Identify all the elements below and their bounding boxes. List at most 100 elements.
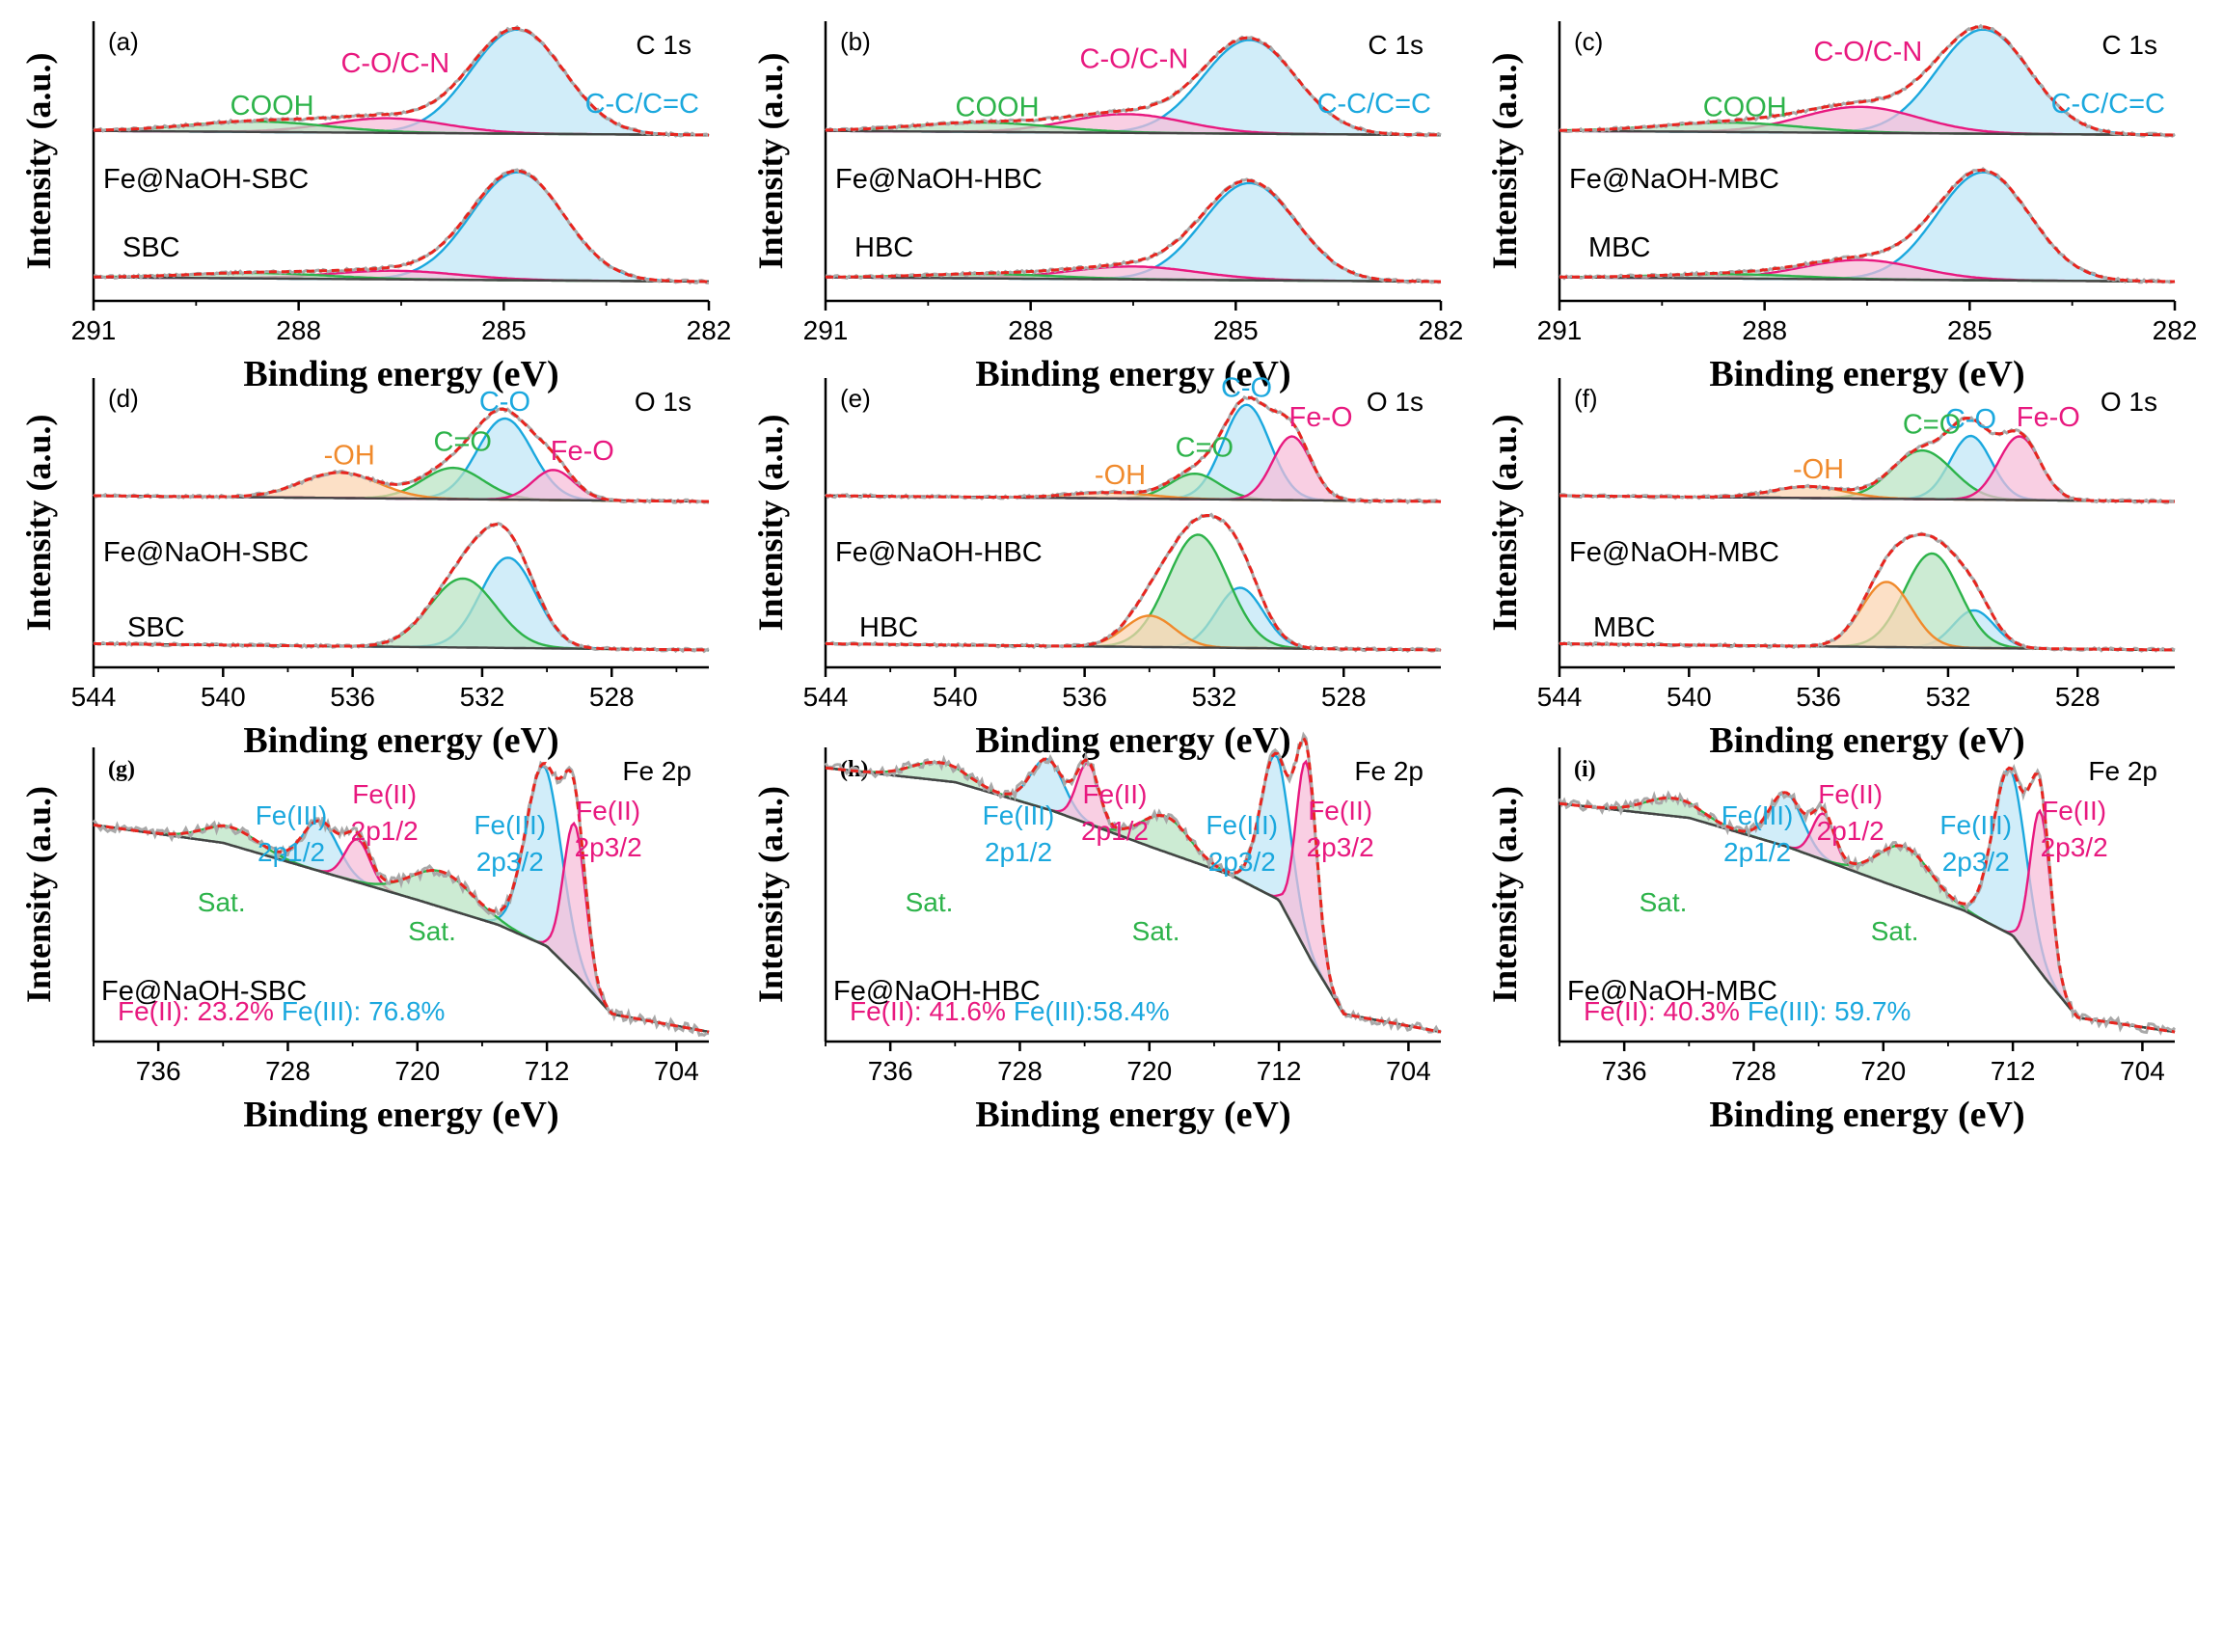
peak-fill-fe-ii-2p3-2 — [826, 761, 1441, 1032]
peak-fill--oh — [826, 492, 1441, 501]
panel-label: (d) — [108, 384, 139, 413]
core-level-label: C 1s — [1368, 30, 1423, 60]
fit-envelope-line — [1559, 532, 2175, 652]
panel-label: (b) — [840, 27, 871, 56]
x-tick-label: 291 — [1537, 315, 1583, 345]
x-tick-label: 285 — [1213, 315, 1259, 345]
peak-annotation: 2p3/2 — [1208, 847, 1276, 877]
peak-annotation: C-C/C=C — [1317, 89, 1431, 120]
background-line — [826, 276, 1441, 284]
y-axis-title: Intensity (a.u.) — [1485, 52, 1524, 269]
peak-annotation: Fe(III) — [474, 810, 546, 840]
sample-label-lower: MBC — [1588, 232, 1650, 263]
fe-ratio-text: Fe(II): 41.6% Fe(III):58.4% — [850, 996, 1170, 1026]
x-tick-label: 536 — [1796, 682, 1841, 712]
sample-label: Fe@NaOH-HBC — [833, 976, 1041, 1007]
peak-fill-fe-o — [1559, 436, 2175, 501]
x-tick-label: 540 — [933, 682, 978, 712]
peak-annotation: Sat. — [408, 916, 456, 946]
peak-annotation: Fe(III) — [1939, 810, 2012, 840]
core-level-label: C 1s — [2101, 30, 2157, 60]
x-tick-label: 291 — [71, 315, 117, 345]
x-tick-label: 720 — [1126, 1056, 1172, 1086]
peak-fill-fe-ii-2p3-2 — [94, 823, 709, 1032]
fit-envelope-line — [1559, 766, 2176, 1034]
peak-fill-c-c-c-c — [94, 29, 709, 136]
y-axis-title: Intensity (a.u.) — [1485, 786, 1524, 1003]
peak-annotation: C-O — [1945, 404, 1996, 435]
fe3-ratio: Fe(III):58.4% — [1014, 996, 1170, 1026]
fit-envelope-line — [94, 523, 709, 652]
sample-label-lower: SBC — [127, 612, 185, 643]
fit-envelope-line — [826, 395, 1441, 503]
x-tick-label: 712 — [1991, 1056, 2036, 1086]
peak-fill-c-o-c-n — [94, 270, 709, 282]
y-axis-title: Intensity (a.u.) — [751, 52, 790, 269]
x-tick-label: 736 — [1602, 1056, 1647, 1086]
peak-annotation: Fe-O — [2017, 402, 2080, 433]
core-level-label: C 1s — [636, 30, 691, 60]
peak-annotation: COOH — [956, 92, 1040, 122]
x-tick-label: 282 — [687, 315, 732, 345]
background-line — [826, 129, 1441, 137]
peak-fill-c-o — [1559, 450, 2175, 501]
panel-f: 544 540 536 532 528 Binding energy (eV) Intens… — [1485, 378, 2176, 761]
peak-annotation: Fe(II) — [576, 796, 640, 826]
peak-annotation: C-O/C-N — [1814, 37, 1923, 68]
peak-annotation: C-C/C=C — [2051, 89, 2165, 120]
x-tick-label: 288 — [276, 315, 321, 345]
peak-annotation: Sat. — [1871, 916, 1919, 946]
sample-label-upper: Fe@NaOH-MBC — [1569, 537, 1779, 568]
panel-d: 544 540 536 532 528 Binding energy (eV) Intens… — [19, 378, 710, 761]
peak-fill-fe-o — [94, 470, 709, 501]
y-axis-title: Intensity (a.u.) — [19, 786, 58, 1003]
peak-annotation: Fe(II) — [352, 779, 417, 809]
peak-annotation: Sat. — [1132, 916, 1180, 946]
fit-envelope-line — [825, 735, 1442, 1034]
x-axis-title: Binding energy (eV) — [243, 354, 558, 394]
x-tick-label: 288 — [1742, 315, 1787, 345]
x-tick-label: 728 — [997, 1056, 1043, 1086]
x-tick-label: 532 — [1926, 682, 1971, 712]
fit-envelope-line — [826, 178, 1441, 284]
x-tick-label: 736 — [136, 1056, 181, 1086]
peak-fill-fe-iii-2p3-2 — [826, 755, 1441, 1032]
panel-h: 736 728 720 712 704 Binding energy (eV) Intens… — [751, 731, 1442, 1135]
core-level-label: O 1s — [2101, 387, 2157, 417]
x-tick-label: 291 — [803, 315, 849, 345]
x-axis-title: Binding energy (eV) — [975, 720, 1290, 761]
x-tick-label: 720 — [394, 1056, 440, 1086]
peak-annotation: C-O/C-N — [1080, 44, 1189, 75]
fit-envelope-line — [1559, 25, 2175, 137]
x-tick-label: 282 — [2153, 315, 2198, 345]
panel-e: 544 540 536 532 528 Binding energy (eV) Intens… — [751, 373, 1442, 761]
peak-annotation: 2p1/2 — [258, 837, 325, 867]
peak-fill-c-o — [94, 419, 709, 501]
peak-fill-fe-ii-2p3-2 — [1559, 803, 2175, 1032]
peak-annotation: C=O — [1176, 433, 1233, 464]
peak-fill-c-c-c-c — [826, 182, 1441, 282]
x-tick-label: 712 — [525, 1056, 570, 1086]
background-line — [94, 276, 709, 284]
peak-annotation: C-C/C=C — [585, 89, 699, 120]
peak-fill--oh — [94, 473, 709, 501]
peak-annotation: Fe(II) — [2042, 796, 2106, 826]
peak-fill--oh — [1559, 582, 2175, 650]
fit-envelope-line — [94, 169, 709, 284]
peak-annotation: C-O — [1221, 373, 1272, 404]
peak-annotation: C-O — [479, 387, 530, 418]
sample-label-lower: SBC — [122, 232, 180, 263]
x-tick-label: 288 — [1008, 315, 1053, 345]
sample-label-upper: Fe@NaOH-HBC — [835, 537, 1043, 568]
peak-fill-c-c-c-c — [94, 172, 709, 282]
background-line — [94, 129, 709, 137]
y-axis-title: Intensity (a.u.) — [19, 414, 58, 631]
panel-g: 736 728 720 712 704 Binding energy (eV) Intens… — [19, 747, 710, 1135]
x-tick-label: 532 — [460, 682, 505, 712]
x-tick-label: 704 — [2120, 1056, 2165, 1086]
sample-label-lower: MBC — [1593, 612, 1655, 643]
peak-fill-fe-iii-2p3-2 — [94, 766, 709, 1032]
panel-a: 291 288 285 282 Binding energy (eV) Intensity… — [19, 21, 731, 394]
y-axis-title: Intensity (a.u.) — [1485, 414, 1524, 631]
